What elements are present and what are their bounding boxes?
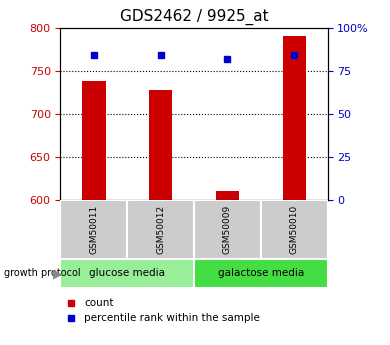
Bar	[216, 191, 239, 200]
Bar	[82, 81, 106, 200]
Text: GSM50009: GSM50009	[223, 205, 232, 254]
Title: GDS2462 / 9925_at: GDS2462 / 9925_at	[120, 9, 268, 25]
Text: GSM50010: GSM50010	[290, 205, 299, 254]
Bar	[60, 259, 194, 288]
Bar	[261, 200, 328, 259]
Bar	[60, 200, 127, 259]
Bar	[194, 259, 328, 288]
Text: growth protocol: growth protocol	[4, 268, 80, 278]
Text: percentile rank within the sample: percentile rank within the sample	[85, 313, 261, 323]
Text: count: count	[85, 298, 114, 308]
Bar	[149, 90, 172, 200]
Bar	[194, 200, 261, 259]
Text: galactose media: galactose media	[218, 268, 304, 278]
Bar	[282, 36, 306, 200]
Bar	[127, 200, 194, 259]
Text: GSM50011: GSM50011	[89, 205, 98, 254]
Text: glucose media: glucose media	[89, 268, 165, 278]
Text: ▶: ▶	[53, 267, 62, 280]
Text: GSM50012: GSM50012	[156, 205, 165, 254]
